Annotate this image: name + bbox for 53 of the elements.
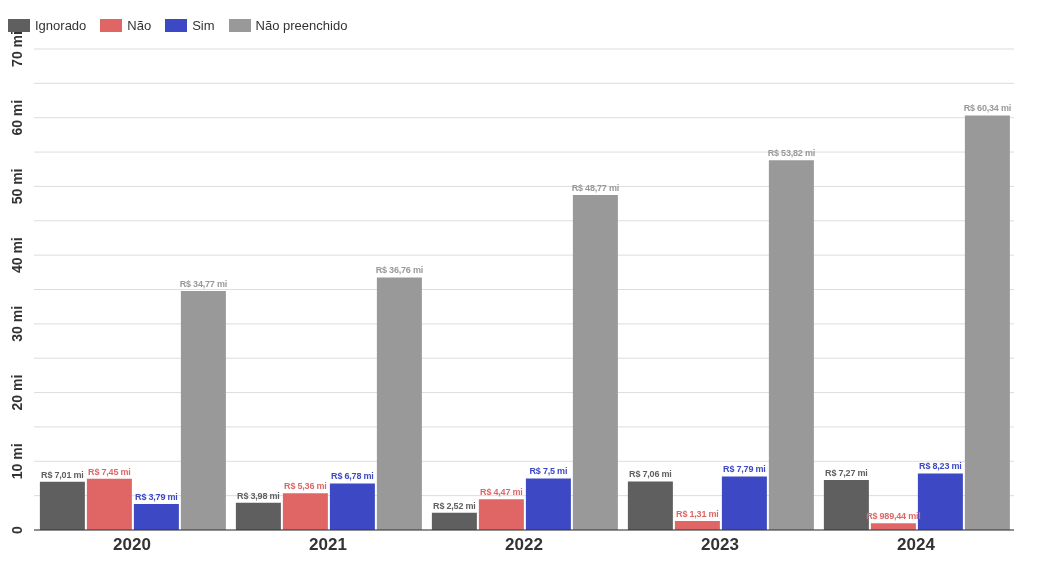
data-label: R$ 1,31 mi [676, 509, 719, 519]
bar [282, 493, 328, 530]
x-tick-label: 2023 [701, 535, 739, 555]
y-tick-label: 40 mi [9, 237, 25, 274]
legend-label: Sim [192, 18, 215, 33]
data-label: R$ 7,5 mi [529, 466, 568, 477]
bar [964, 115, 1010, 530]
bar [133, 503, 179, 530]
y-tick-label: 0 [9, 525, 25, 534]
data-label: R$ 3,98 mi [237, 490, 280, 501]
x-tick-label: 2020 [113, 535, 151, 555]
bar [627, 481, 673, 530]
data-label: R$ 3,79 mi [135, 491, 178, 502]
data-label: R$ 7,27 mi [825, 468, 868, 479]
bar [478, 499, 524, 530]
bar [180, 291, 226, 530]
x-tick-label: 2022 [505, 535, 543, 555]
bar [525, 478, 571, 530]
y-tick-label: 60 mi [9, 99, 25, 136]
data-label: R$ 36,76 mi [375, 265, 424, 276]
data-label: R$ 60,34 mi [963, 103, 1012, 114]
data-label: R$ 7,06 mi [629, 469, 672, 480]
data-label: R$ 4,47 mi [480, 487, 523, 498]
data-label: R$ 7,79 mi [723, 464, 766, 475]
bar [768, 160, 814, 530]
bar [823, 480, 869, 530]
bar [86, 478, 132, 530]
bar [376, 277, 422, 530]
data-label: R$ 53,82 mi [767, 148, 816, 159]
bar [572, 194, 618, 530]
data-label: R$ 6,78 mi [331, 471, 374, 482]
y-tick-label: 20 mi [9, 374, 25, 411]
bar [721, 476, 767, 530]
x-tick-label: 2024 [897, 535, 936, 555]
data-label: R$ 7,01 mi [41, 469, 84, 480]
data-label: R$ 2,52 mi [433, 500, 476, 511]
data-label: R$ 8,23 mi [919, 461, 962, 472]
x-tick-label: 2021 [309, 535, 347, 555]
data-label: R$ 7,45 mi [88, 466, 131, 477]
data-label: R$ 34,77 mi [179, 279, 228, 290]
bar [329, 483, 375, 530]
legend-label: Ignorado [35, 18, 87, 33]
bar [235, 502, 281, 530]
bar [431, 512, 477, 530]
y-tick-label: 70 mi [9, 31, 25, 67]
legend-label: Não [127, 18, 152, 33]
data-label: R$ 48,77 mi [571, 182, 620, 193]
legend-label: Não preenchido [255, 18, 348, 33]
y-tick-label: 10 mi [9, 443, 25, 480]
data-label: R$ 5,36 mi [284, 481, 327, 492]
y-tick-label: 50 mi [9, 168, 25, 205]
bar [39, 481, 85, 530]
y-tick-label: 30 mi [9, 305, 25, 342]
